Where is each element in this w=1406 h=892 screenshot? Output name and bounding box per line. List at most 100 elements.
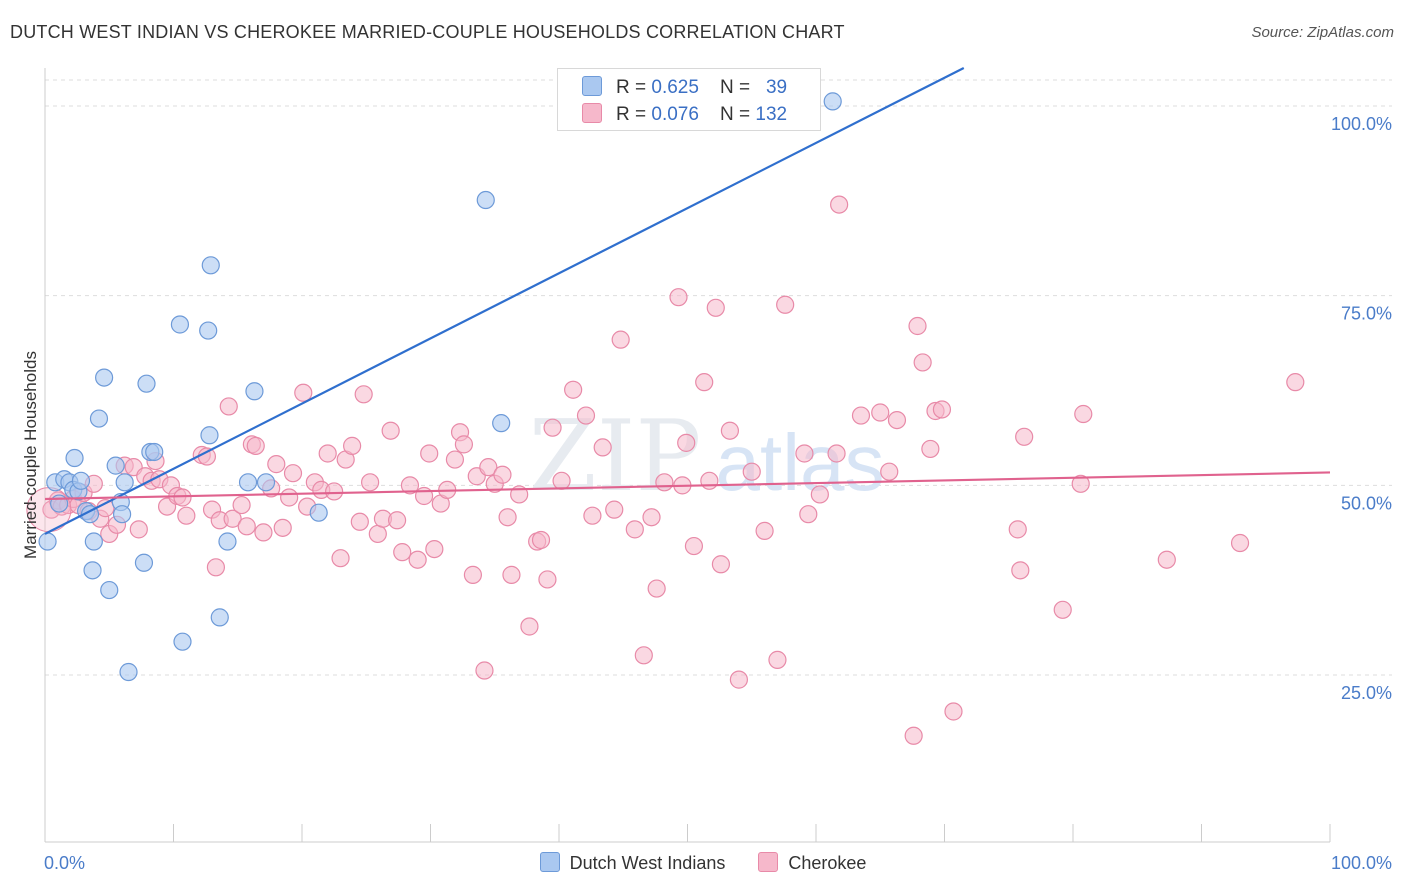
cherokee-point	[871, 403, 890, 422]
cherokee-point	[625, 520, 644, 539]
cherokee-point	[498, 508, 517, 527]
cherokee-point	[799, 505, 818, 524]
dutch-west-indian-point	[100, 580, 119, 600]
legend-item-dutch-west-indians[interactable]: Dutch West Indians	[539, 852, 725, 874]
cherokee-point	[246, 436, 265, 455]
cherokee-point	[387, 511, 407, 530]
cherokee-point	[502, 565, 521, 584]
cherokee-point	[642, 508, 661, 527]
dutch-west-indian-point	[823, 92, 842, 111]
dutch-west-indian-point	[201, 256, 220, 275]
dutch-west-indian-point	[256, 473, 276, 492]
dutch-west-indian-point	[84, 532, 103, 551]
cherokee-point	[647, 579, 666, 598]
cherokee-point	[543, 418, 562, 437]
cherokee-point	[944, 702, 963, 721]
legend-n-value: 132	[755, 104, 788, 125]
dutch-west-indian-point	[137, 374, 156, 393]
dutch-west-indian-point	[95, 368, 114, 387]
tick-labels: 25.0% 50.0% 75.0% 100.0% 0.0% 100.0%	[44, 114, 1392, 873]
cherokee-point	[742, 462, 761, 481]
cherokee-point	[677, 433, 696, 452]
dutch-west-indian-point	[83, 561, 102, 580]
cherokee-point	[611, 330, 630, 349]
blue-swatch	[582, 76, 602, 96]
dutch-west-indian-point	[106, 456, 125, 475]
cherokee-point	[454, 435, 474, 454]
cherokee-point	[729, 670, 749, 689]
cherokee-point	[706, 298, 725, 317]
cherokee-point	[280, 488, 299, 507]
legend-r-value: 0.076	[651, 104, 699, 125]
cherokee-point	[463, 565, 483, 584]
cherokee-point	[197, 447, 217, 466]
dutch-west-indian-point	[173, 632, 192, 651]
cherokee-point	[393, 543, 412, 562]
dutch-west-indian-point	[170, 315, 190, 334]
cherokee-point	[1157, 550, 1176, 569]
legend-item-cherokee[interactable]: Cherokee	[758, 852, 866, 874]
cherokee-point	[381, 421, 400, 440]
cherokee-point	[475, 661, 494, 680]
cherokee-point	[232, 495, 251, 515]
cherokee-point	[294, 383, 313, 402]
cherokee-trendline	[44, 471, 1331, 501]
cherokee-point	[583, 506, 602, 525]
cherokee-point	[408, 550, 427, 569]
legend-r-value: 0.625	[651, 77, 699, 98]
cherokee-point	[1071, 474, 1090, 493]
dutch-west-indian-point	[134, 553, 154, 572]
gridlines	[45, 79, 1392, 676]
dutch-west-indian-point	[245, 382, 264, 401]
chart-title: DUTCH WEST INDIAN VS CHEROKEE MARRIED-CO…	[10, 22, 845, 42]
cherokee-point	[445, 450, 465, 469]
source-label: Source: ZipAtlas.com	[1251, 24, 1394, 41]
cherokee-point	[350, 512, 369, 531]
cherokee-point	[720, 421, 740, 440]
dutch-west-indian-point	[115, 473, 134, 492]
legend-row-cherokee: R = 0.076 N = 132	[582, 103, 787, 127]
cherokee-point	[254, 523, 273, 542]
dutch-west-indian-point	[210, 608, 229, 627]
dutch-west-indian-point	[89, 409, 109, 428]
cherokee-point	[1008, 520, 1027, 539]
blue-swatch	[539, 852, 560, 872]
y-tick-label: 100.0%	[1331, 114, 1392, 134]
dutch-west-indian-point	[238, 473, 258, 492]
cherokee-point	[810, 485, 829, 504]
cherokee-point	[173, 488, 192, 507]
cherokee-point	[768, 650, 787, 669]
cherokee-point	[361, 473, 380, 492]
correlation-legend: R = 0.625 N = 39 R = 0.076 N = 132	[557, 68, 821, 131]
cherokee-point	[493, 465, 512, 484]
cherokee-point	[711, 555, 731, 574]
dutch-west-indian-point	[38, 532, 57, 551]
cherokee-point	[400, 476, 420, 495]
cherokee-point	[913, 353, 932, 372]
y-tick-label: 75.0%	[1341, 304, 1392, 324]
cherokee-point	[479, 458, 498, 477]
cherokee-point	[520, 617, 539, 636]
legend-label: Cherokee	[788, 853, 867, 873]
dutch-west-indian-point	[492, 414, 511, 433]
cherokee-point	[576, 406, 596, 425]
cherokee-point	[331, 549, 350, 568]
watermark-zip: ZIP	[529, 400, 702, 514]
cherokee-point	[695, 373, 714, 392]
legend-n-label: N =	[720, 104, 756, 125]
cherokee-point	[368, 524, 387, 544]
legend-row-dutch-west-indians: R = 0.625 N = 39	[582, 76, 787, 100]
trend-lines	[44, 67, 1331, 535]
cherokee-point	[776, 295, 795, 314]
cherokee-point	[880, 462, 899, 481]
cherokee-point	[1286, 373, 1305, 392]
cherokee-point	[237, 517, 256, 536]
cherokee-point	[552, 471, 571, 490]
dutch-west-indian-point	[112, 505, 132, 524]
legend-n-label: N =	[720, 77, 756, 98]
cherokee-point	[343, 436, 362, 455]
dutch-west-indian-points	[38, 92, 842, 682]
cherokee-point	[634, 646, 653, 665]
cherokee-point	[531, 530, 551, 550]
cherokee-point	[420, 444, 439, 463]
